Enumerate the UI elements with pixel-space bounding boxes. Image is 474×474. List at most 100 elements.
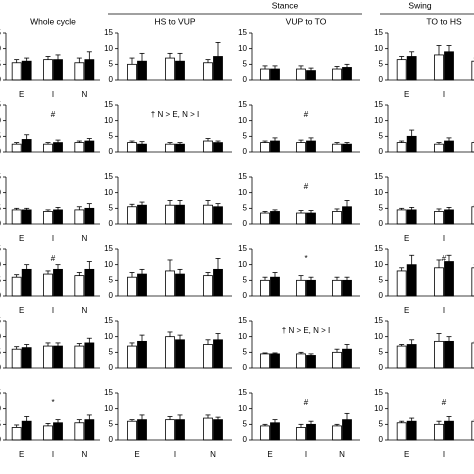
bar	[175, 339, 185, 369]
bar	[213, 206, 223, 225]
bar	[175, 419, 185, 441]
y-tick-label: 0	[109, 75, 114, 84]
x-tick-label: E	[404, 450, 409, 459]
y-tick-label: 0	[243, 147, 248, 156]
y-tick-label: 10	[0, 332, 2, 341]
annotation: #	[304, 182, 309, 191]
y-tick-label: 0	[0, 291, 2, 300]
bar	[270, 276, 280, 297]
x-tick-label: I	[443, 234, 445, 243]
y-tick-label: 10	[238, 332, 247, 341]
y-tick-label: 0	[0, 147, 2, 156]
bar	[53, 142, 63, 153]
x-tick-label: I	[52, 450, 54, 459]
panel-title: VUP to TO	[286, 16, 327, 26]
y-tick-label: 15	[104, 244, 113, 253]
x-tick-label: E	[19, 450, 24, 459]
y-tick-label: 10	[238, 260, 247, 269]
x-tick-label: I	[305, 450, 307, 459]
y-tick-label: 10	[374, 188, 383, 197]
bar	[127, 276, 137, 297]
bar	[53, 268, 63, 297]
y-tick-label: 15	[104, 316, 113, 325]
bar	[306, 279, 316, 297]
bar	[84, 59, 95, 81]
bar	[342, 348, 352, 369]
y-tick-label: 15	[0, 244, 2, 253]
y-tick-label: 15	[238, 244, 247, 253]
bar	[11, 348, 22, 369]
bar	[165, 143, 175, 153]
y-tick-label: 0	[109, 291, 114, 300]
bar	[396, 422, 407, 441]
y-tick-label: 15	[238, 316, 247, 325]
bar	[43, 273, 53, 297]
y-tick-label: 15	[374, 316, 383, 325]
bar	[165, 57, 175, 81]
bar	[342, 67, 352, 81]
annotation: *	[304, 254, 307, 263]
bar	[203, 275, 213, 297]
bar	[434, 54, 444, 81]
y-tick-label: 5	[0, 203, 2, 212]
y-tick-label: 0	[109, 219, 114, 228]
bar	[471, 60, 474, 81]
bar	[43, 211, 53, 225]
panel-title: HS to VUP	[154, 16, 195, 26]
y-tick-label: 0	[243, 363, 248, 372]
annotation: † N > E, N > I	[282, 326, 330, 335]
bar	[434, 423, 444, 441]
bar	[332, 68, 342, 81]
bar	[213, 56, 223, 81]
y-tick-label: 15	[0, 316, 2, 325]
y-tick-label: 10	[104, 404, 113, 413]
y-tick-label: 10	[0, 188, 2, 197]
bar	[471, 206, 474, 225]
x-tick-label: E	[404, 234, 409, 243]
panel-title: Whole cycle	[30, 16, 76, 26]
bar	[53, 345, 63, 369]
bar	[434, 340, 444, 369]
bar	[21, 139, 32, 153]
bar	[74, 62, 85, 81]
bar	[260, 353, 270, 369]
y-tick-label: 5	[379, 275, 384, 284]
bar	[471, 420, 474, 441]
bar	[21, 420, 32, 441]
bar	[175, 204, 185, 225]
bar	[21, 347, 32, 369]
y-tick-label: 15	[0, 100, 2, 109]
bar	[406, 209, 417, 225]
bar	[444, 261, 454, 297]
bar	[213, 339, 223, 369]
x-tick-label: N	[81, 90, 87, 99]
bar	[203, 204, 213, 225]
bar	[332, 279, 342, 297]
y-tick-label: 5	[243, 347, 248, 356]
y-tick-label: 5	[109, 275, 114, 284]
y-tick-label: 15	[238, 28, 247, 37]
bar	[260, 212, 270, 225]
y-tick-label: 15	[374, 100, 383, 109]
y-tick-label: 15	[374, 172, 383, 181]
y-tick-label: 10	[104, 116, 113, 125]
bar	[11, 276, 22, 297]
y-tick-label: 0	[243, 75, 248, 84]
bar	[11, 62, 22, 81]
y-tick-label: 5	[379, 131, 384, 140]
y-tick-label: 15	[104, 100, 113, 109]
y-tick-label: 15	[0, 388, 2, 397]
bar	[127, 63, 137, 81]
y-tick-label: 15	[104, 388, 113, 397]
bar	[471, 342, 474, 369]
bar	[342, 143, 352, 153]
y-tick-label: 15	[238, 388, 247, 397]
y-tick-label: 10	[238, 116, 247, 125]
y-tick-label: 0	[0, 435, 2, 444]
bar	[396, 270, 407, 297]
bar	[434, 267, 444, 297]
bar	[74, 275, 85, 297]
bar	[396, 209, 407, 225]
x-tick-label: I	[174, 450, 176, 459]
bar	[137, 60, 147, 81]
